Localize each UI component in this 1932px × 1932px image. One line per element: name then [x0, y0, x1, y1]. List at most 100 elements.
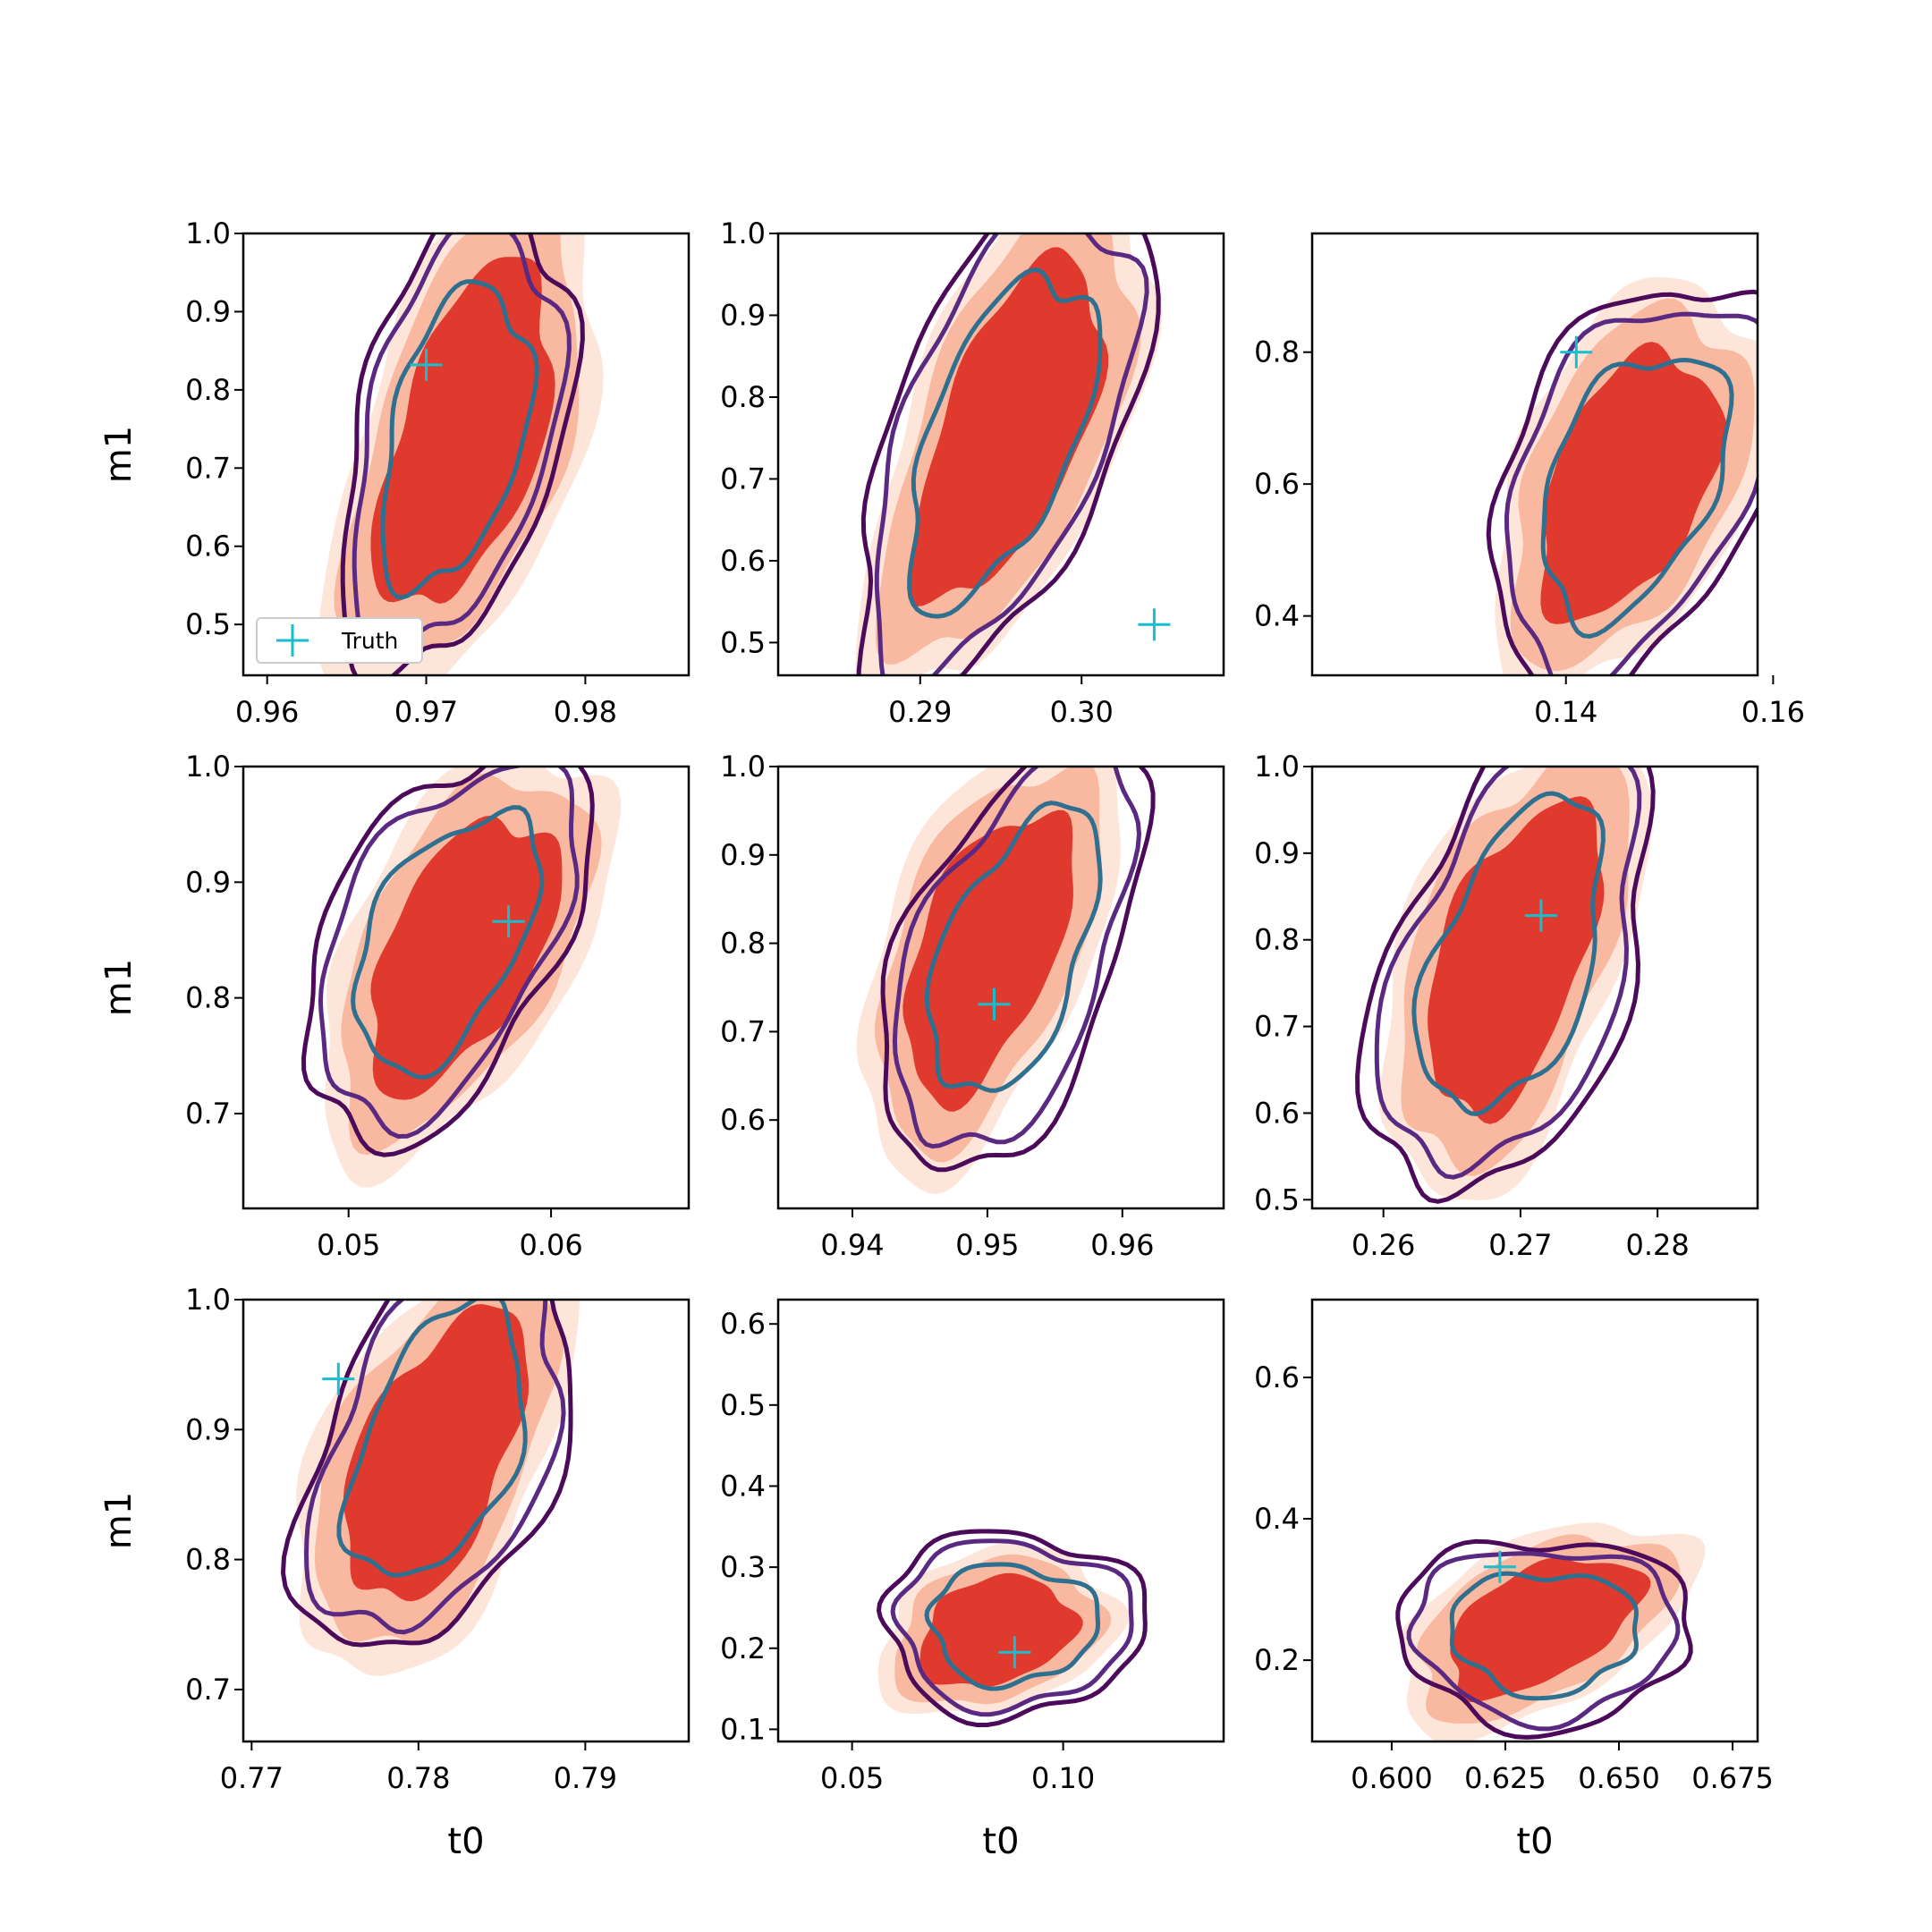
y-tick-label: 0.8: [185, 1543, 231, 1577]
y-tick-label: 0.8: [720, 927, 766, 961]
line-contour-outer: [1395, 1538, 1693, 1740]
panel-plot-area: [1486, 277, 1758, 675]
x-tick-label: 0.98: [554, 695, 617, 729]
line-contour-outer: [340, 233, 585, 675]
panel-4: 0.05 0.06 0.7 0.8 0.9 1.0 m1: [98, 750, 691, 1262]
y-tick-label: 0.7: [185, 1097, 231, 1131]
panel-frame: [242, 232, 691, 677]
line-contour-inner: [1540, 357, 1734, 640]
x-tick-label: 0.10: [1031, 1761, 1095, 1795]
line-contour-inner: [924, 1562, 1101, 1691]
x-tick-label: 0.26: [1352, 1228, 1415, 1262]
y-tick-label: 0.2: [720, 1631, 766, 1665]
truth-marker: [410, 348, 443, 381]
panel-plot-area: [856, 767, 1156, 1194]
x-axis-title: t0: [982, 1821, 1019, 1862]
fill-contour-inner: [1540, 342, 1727, 624]
y-tick-label: 0.6: [1254, 467, 1300, 501]
truth-marker: [1524, 899, 1557, 932]
line-contour-inner: [1411, 791, 1606, 1116]
y-tick-label: 0.5: [185, 607, 231, 641]
x-tick-label: 0.05: [820, 1761, 884, 1795]
fill-contour-inner: [370, 815, 563, 1100]
line-contour-inner: [907, 267, 1103, 619]
line-contour-mid: [303, 1300, 566, 1635]
y-tick-label: 0.9: [185, 294, 231, 328]
x-tick-label: 0.96: [235, 695, 299, 729]
fill-contour-inner: [907, 247, 1109, 606]
truth-marker: [998, 1636, 1031, 1669]
y-tick-label: 0.8: [720, 380, 766, 414]
y-tick-label: 0.6: [1254, 1360, 1300, 1394]
x-tick-label: 0.14: [1534, 695, 1597, 729]
x-tick-label: 0.29: [888, 695, 952, 729]
x-tick-label: 0.650: [1578, 1761, 1660, 1795]
x-tick-label: 0.96: [1090, 1228, 1154, 1262]
panel-frame: [242, 1298, 691, 1743]
panel-frame: [1310, 232, 1759, 677]
y-tick-label: 0.9: [185, 1412, 231, 1446]
y-tick-label: 0.6: [720, 1307, 766, 1341]
y-tick-label: 0.5: [720, 625, 766, 659]
line-contour-outer: [1355, 767, 1656, 1204]
panel-6: 0.26 0.27 0.28 0.5 0.6 0.7 0.8 0.9 1.0: [1254, 750, 1759, 1262]
truth-marker: [1560, 335, 1593, 369]
fill-contour-inner: [902, 809, 1073, 1112]
y-tick-label: 0.9: [720, 298, 766, 332]
panel-frame: [242, 765, 691, 1210]
y-tick-label: 0.8: [1254, 923, 1300, 957]
truth-marker: [1483, 1550, 1516, 1583]
y-tick-label: 0.4: [1254, 1502, 1300, 1536]
line-contour-mid: [892, 767, 1142, 1149]
fill-contour-inner: [370, 257, 555, 604]
line-contour-outer: [880, 767, 1156, 1173]
x-tick-label: 0.95: [955, 1228, 1019, 1262]
x-tick-label: 0.600: [1351, 1761, 1433, 1795]
line-contour-mid: [890, 1538, 1134, 1717]
x-tick-label: 0.27: [1488, 1228, 1552, 1262]
y-tick-label: 0.7: [185, 451, 231, 485]
line-contour-outer: [1486, 289, 1758, 675]
y-tick-label: 0.6: [1254, 1096, 1300, 1130]
y-tick-label: 0.3: [720, 1550, 766, 1584]
y-tick-label: 0.6: [720, 1103, 766, 1137]
y-tick-label: 1.0: [185, 750, 231, 784]
line-contour-inner: [924, 801, 1103, 1093]
truth-marker: [322, 1362, 355, 1395]
y-tick-label: 0.7: [1254, 1010, 1300, 1044]
x-tick-label: 0.94: [820, 1228, 884, 1262]
line-contour-mid: [874, 233, 1149, 675]
truth-marker: [978, 987, 1011, 1021]
line-contour-mid: [352, 233, 572, 664]
panel-3: 0.14 0.16 0.4 0.6 0.8: [1254, 232, 1805, 729]
y-tick-label: 0.5: [1254, 1182, 1300, 1216]
panel-7: 0.77 0.78 0.79 0.7 0.8 0.9 1.0 m1 t0: [98, 1283, 691, 1862]
panel-1: 0.96 0.97 0.98 0.5 0.6 0.7 0.8 0.9 1.0 m1 Truth: [98, 216, 691, 729]
line-contour-outer: [876, 1529, 1148, 1727]
y-tick-label: 0.7: [720, 1014, 766, 1048]
x-axis-title: t0: [447, 1821, 484, 1862]
line-contour-mid: [1374, 767, 1642, 1180]
truth-marker: [492, 905, 525, 938]
y-tick-label: 1.0: [1254, 750, 1300, 784]
panel-plot-area: [280, 1300, 580, 1676]
panel-5: 0.94 0.95 0.96 0.6 0.7 0.8 0.9 1.0: [720, 750, 1225, 1262]
x-tick-label: 0.79: [554, 1761, 617, 1795]
panel-9: 0.600 0.625 0.650 0.675 0.2 0.4 0.6 t0: [1254, 1298, 1774, 1862]
x-tick-label: 0.675: [1691, 1761, 1774, 1795]
legend-label: Truth: [341, 628, 398, 654]
line-contour-inner: [1449, 1571, 1640, 1701]
line-contour-inner: [380, 279, 539, 600]
x-tick-label: 0.77: [220, 1761, 284, 1795]
panel-frame: [776, 1298, 1225, 1743]
line-contour-outer: [301, 767, 595, 1157]
y-tick-label: 0.8: [185, 373, 231, 407]
x-tick-label: 0.16: [1741, 695, 1805, 729]
truth-marker: [1138, 608, 1171, 641]
x-tick-label: 0.97: [394, 695, 458, 729]
panel-plot-area: [876, 1529, 1148, 1727]
x-tick-label: 0.78: [386, 1761, 450, 1795]
panel-plot-area: [301, 767, 622, 1188]
y-axis-title: m1: [98, 426, 140, 483]
y-tick-label: 0.1: [720, 1712, 766, 1746]
